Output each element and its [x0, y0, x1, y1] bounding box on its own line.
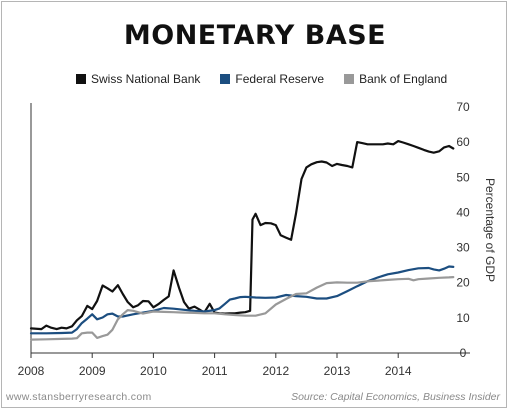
y-tick-label: 50 — [456, 170, 470, 184]
legend-swatch-fed — [220, 74, 231, 84]
legend: Swiss National Bank Federal Reserve Bank… — [76, 72, 447, 86]
footer-source: Source: Capital Economics, Business Insi… — [291, 391, 500, 403]
y-tick-label: 60 — [456, 135, 470, 149]
y-tick-label: 0 — [460, 346, 467, 360]
chart-axes: 2008 2009 2010 2011 2012 2013 2014 0 10 20 30 40 50 6… — [18, 100, 470, 378]
y-tick-label: 70 — [456, 100, 470, 114]
x-tick-label: 2008 — [18, 364, 45, 378]
x-tick-label: 2010 — [140, 364, 167, 378]
legend-label-fed: Federal Reserve — [235, 72, 325, 86]
legend-swatch-boe — [344, 74, 355, 84]
chart-series-lines — [29, 140, 455, 341]
y-axis-label: Percentage of GDP — [483, 178, 497, 282]
series-line-swiss-national-bank — [29, 140, 455, 331]
x-tick-label: 2014 — [385, 364, 412, 378]
series-line-bank-of-england — [29, 276, 455, 341]
y-tick-label: 20 — [456, 276, 470, 290]
legend-label-boe: Bank of England — [359, 72, 448, 86]
legend-label-swiss: Swiss National Bank — [91, 72, 201, 86]
x-tick-label: 2013 — [324, 364, 351, 378]
y-tick-label: 40 — [456, 205, 470, 219]
legend-item-fed: Federal Reserve — [220, 72, 324, 86]
x-tick-label: 2011 — [202, 364, 228, 378]
y-tick-label: 30 — [456, 241, 470, 255]
chart-title: MONETARY BASE — [123, 20, 387, 51]
x-tick-label: 2009 — [79, 364, 106, 378]
legend-item-boe: Bank of England — [344, 72, 447, 86]
series-line-federal-reserve — [29, 265, 455, 335]
x-tick-label: 2012 — [262, 364, 289, 378]
y-tick-label: 10 — [456, 311, 470, 325]
footer-site: www.stansberryresearch.com — [6, 391, 152, 403]
legend-item-swiss: Swiss National Bank — [76, 72, 200, 86]
legend-swatch-swiss — [76, 74, 86, 84]
